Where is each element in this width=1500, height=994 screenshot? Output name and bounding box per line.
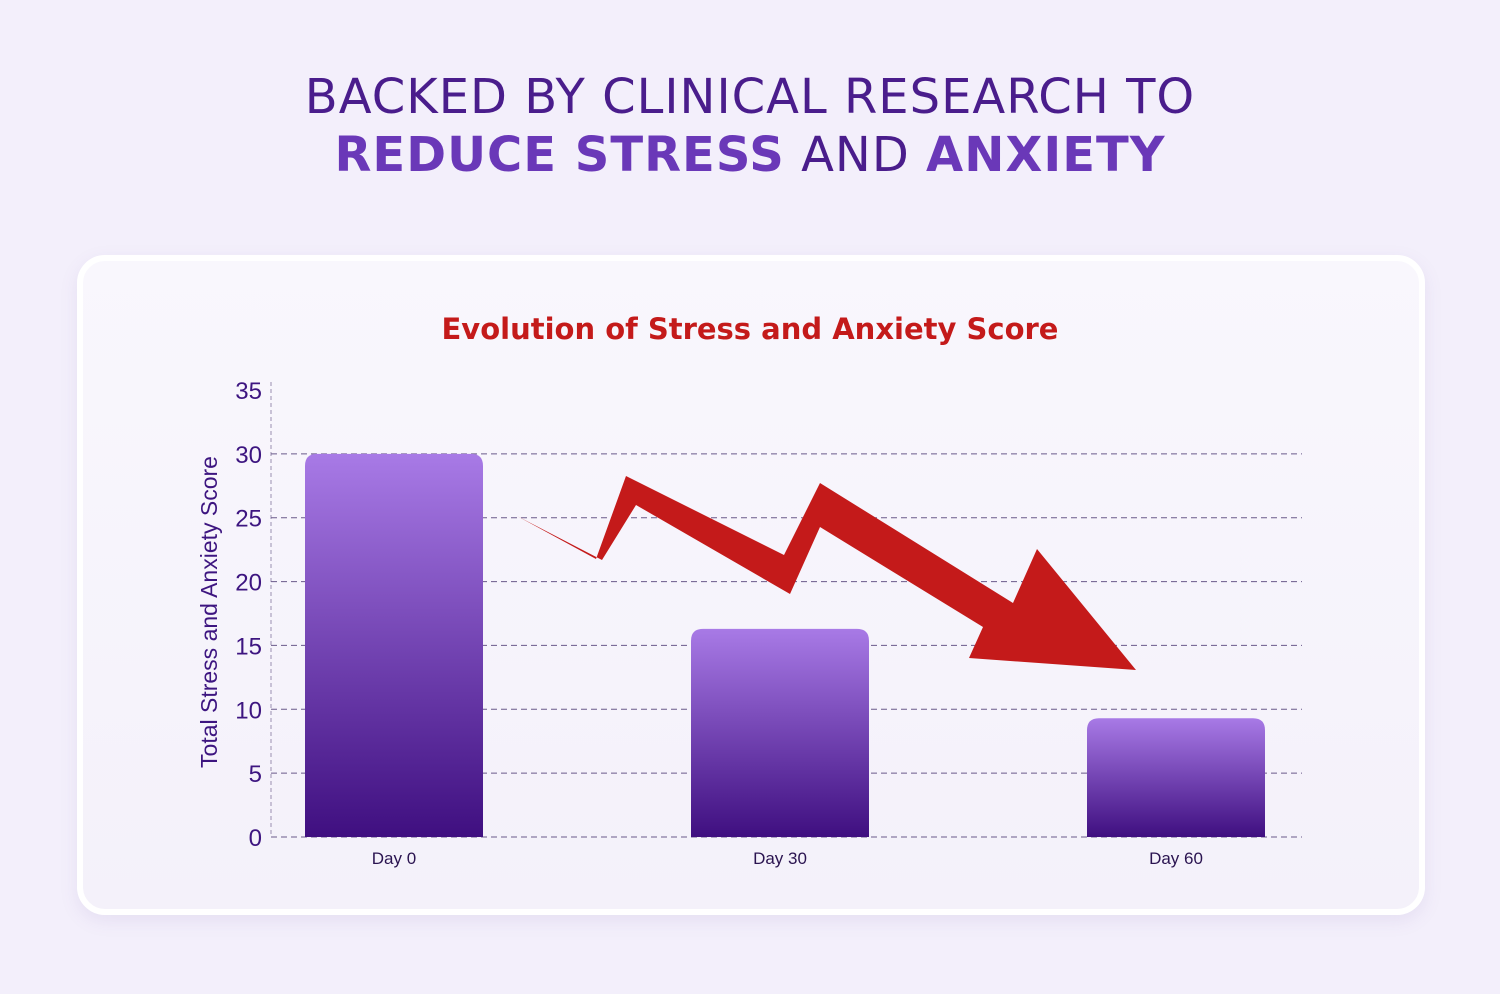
chart-title: Evolution of Stress and Anxiety Score: [441, 312, 1059, 346]
downward-trend-arrow-icon: [517, 476, 1136, 670]
x-tick-label: Day 0: [372, 849, 416, 868]
headline-emphasis-reduce-stress: REDUCE STRESS: [334, 127, 785, 183]
x-tick-label: Day 60: [1149, 849, 1203, 868]
headline-and: AND: [801, 127, 910, 183]
y-tick-label: 0: [249, 825, 262, 852]
y-tick-label: 5: [249, 761, 262, 788]
headline-line1: BACKED BY CLINICAL RESEARCH TO: [304, 69, 1196, 125]
headline-line2: REDUCE STRESS AND ANXIETY: [0, 126, 1500, 184]
bars: [305, 453, 1265, 837]
bar-day-0: [305, 453, 483, 837]
y-tick-label: 25: [235, 506, 262, 533]
bar-day-30: [691, 628, 869, 837]
y-tick-label: 10: [235, 697, 262, 724]
headline: BACKED BY CLINICAL RESEARCH TO REDUCE ST…: [0, 68, 1500, 184]
trend-arrow: [517, 476, 1136, 670]
headline-emphasis-anxiety: ANXIETY: [926, 127, 1166, 183]
x-tick-label: Day 30: [753, 849, 807, 868]
y-tick-label: 20: [235, 570, 262, 597]
x-axis-ticks: Day 0 Day 30 Day 60: [372, 849, 1203, 868]
y-tick-label: 30: [235, 442, 262, 469]
y-axis-ticks: 0 5 10 15 20 25 30 35: [235, 378, 262, 852]
y-axis-label: Total Stress and Anxiety Score: [196, 456, 222, 768]
y-tick-label: 15: [235, 633, 262, 660]
bar-day-60: [1087, 718, 1265, 837]
y-tick-label: 35: [235, 378, 262, 405]
